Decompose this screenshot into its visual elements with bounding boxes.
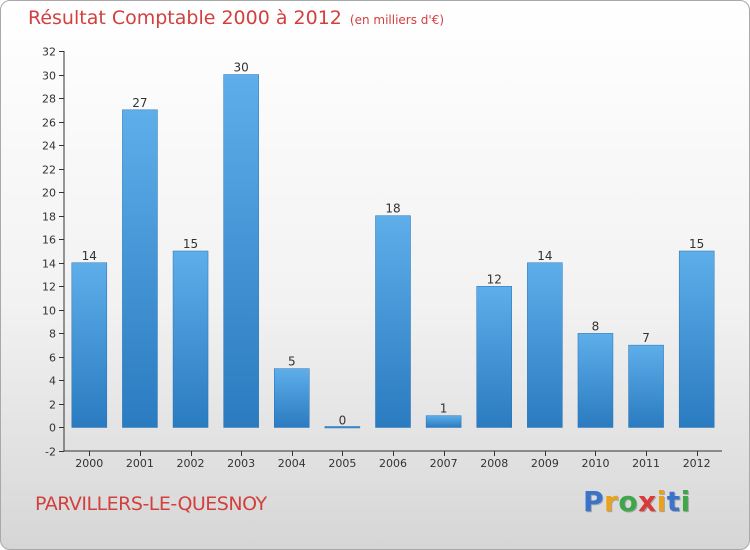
logo-letter: i: [656, 485, 667, 518]
bar-value-label: 15: [689, 237, 704, 251]
bar: [375, 215, 411, 428]
bar-value-label: 1: [440, 402, 448, 416]
y-tick-label: 26: [42, 117, 56, 130]
bar: [425, 415, 462, 428]
y-tick-label: 4: [49, 375, 56, 388]
y-tick-label: 6: [49, 352, 56, 365]
x-tick-label: 2012: [683, 457, 711, 470]
chart-title-text: Résultat Comptable 2000 à 2012: [28, 7, 342, 29]
commune-name: PARVILLERS-LE-QUESNOY: [35, 493, 267, 515]
bar: [628, 344, 664, 428]
logo-letter: o: [618, 485, 639, 518]
y-tick-label: 10: [42, 305, 56, 318]
x-tick-label: 2007: [430, 457, 458, 470]
bar-value-label: 27: [132, 96, 147, 110]
bar-value-label: 14: [82, 249, 97, 263]
x-tick-label: 2006: [379, 457, 407, 470]
bar: [476, 286, 512, 428]
chart-title: Résultat Comptable 2000 à 2012 (en millie…: [28, 7, 444, 29]
bar-value-label: 12: [487, 272, 502, 286]
bar-value-label: 5: [288, 355, 296, 369]
y-tick-label: 30: [42, 70, 56, 83]
x-tick-label: 2011: [632, 457, 660, 470]
x-tick-label: 2004: [278, 457, 306, 470]
x-tick-label: 2003: [227, 457, 255, 470]
x-tick-label: 2009: [531, 457, 559, 470]
y-tick-label: 16: [42, 234, 56, 247]
y-tick-label: 20: [42, 187, 56, 200]
y-tick-label: 24: [42, 140, 56, 153]
bar: [172, 250, 209, 428]
y-tick-label: 2: [49, 399, 56, 412]
logo-letter: P: [583, 485, 605, 518]
x-tick-label: 2001: [126, 457, 154, 470]
y-tick-label: 12: [42, 281, 56, 294]
logo-letter: x: [638, 485, 657, 518]
x-tick-label: 2002: [177, 457, 205, 470]
bar: [122, 109, 158, 428]
bar: [223, 74, 259, 428]
bar-value-label: 7: [642, 331, 650, 345]
y-tick-label: 14: [42, 258, 56, 271]
y-tick-label: 28: [42, 93, 56, 106]
y-tick-label: 22: [42, 164, 56, 177]
bar-value-label: 15: [183, 237, 198, 251]
logo-letter: t: [666, 485, 681, 518]
logo-letter: i: [680, 485, 691, 518]
bar-value-label: 30: [234, 61, 249, 75]
x-tick-label: 2000: [75, 457, 103, 470]
proxiti-logo: Proxiti: [583, 485, 691, 518]
bar: [71, 262, 108, 428]
y-tick-label: -2: [45, 446, 56, 459]
x-tick-label: 2010: [581, 457, 609, 470]
bar: [527, 262, 563, 428]
y-tick-label: 8: [49, 328, 56, 341]
chart-subtitle: (en milliers d'€): [349, 13, 445, 27]
y-tick-label: 32: [42, 46, 56, 59]
x-tick-label: 2005: [328, 457, 356, 470]
bar-value-label: 0: [339, 413, 347, 427]
bar: [577, 333, 614, 428]
logo-letter: r: [604, 485, 619, 518]
y-tick-label: 18: [42, 211, 56, 224]
bar: [274, 368, 310, 428]
y-tick-label: 0: [49, 422, 56, 435]
bar-value-label: 8: [592, 319, 600, 333]
bar: [324, 426, 361, 429]
bar-value-label: 14: [537, 249, 552, 263]
bar-value-label: 18: [385, 202, 400, 216]
bar: [678, 250, 715, 428]
x-tick-label: 2008: [480, 457, 508, 470]
